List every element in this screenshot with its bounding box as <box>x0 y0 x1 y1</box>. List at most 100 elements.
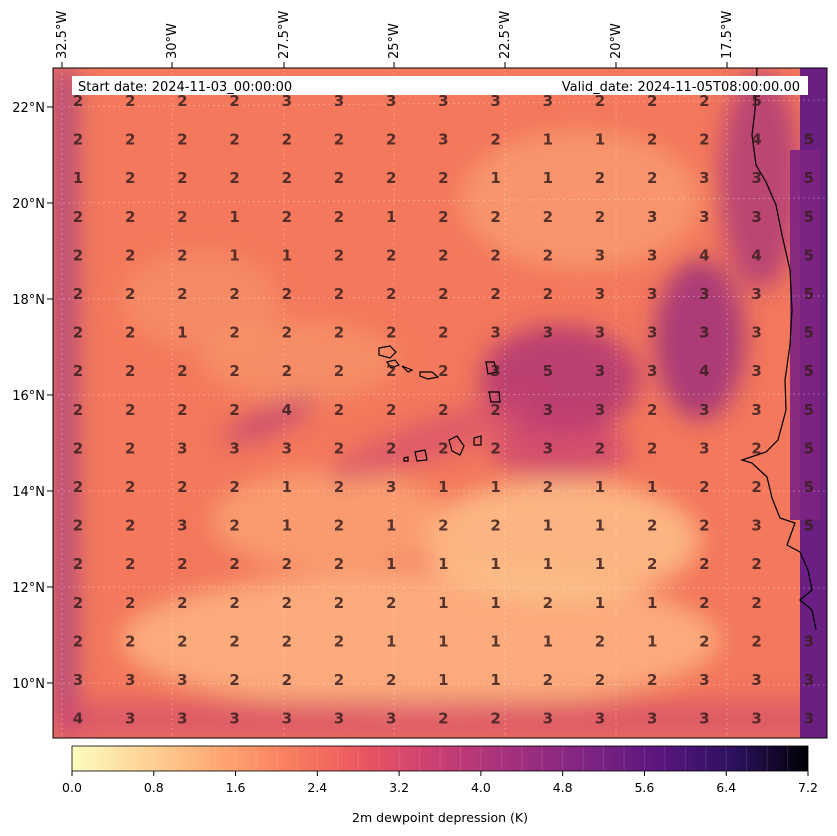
grid-value-label: 2 <box>334 555 344 573</box>
grid-value-label: 3 <box>438 92 448 110</box>
colorbar-tick-label: 5.6 <box>634 780 654 795</box>
grid-value-label: 1 <box>595 131 605 149</box>
grid-value-label: 2 <box>699 517 709 535</box>
grid-value-label: 3 <box>647 324 657 342</box>
grid-value-label: 2 <box>177 478 187 496</box>
grid-value-label: 3 <box>595 246 605 264</box>
grid-value-label: 3 <box>751 517 761 535</box>
colorbar-label: 2m dewpoint depression (K) <box>352 810 528 825</box>
grid-value-label: 2 <box>751 632 761 650</box>
header-box <box>72 76 808 95</box>
grid-value-label: 2 <box>177 246 187 264</box>
grid-value-label: 2 <box>595 439 605 457</box>
grid-value-label: 2 <box>490 285 500 303</box>
grid-value-label: 2 <box>699 131 709 149</box>
colorbar-segment-lines <box>91 746 789 771</box>
grid-value-label: 2 <box>438 401 448 419</box>
grid-value-label: 2 <box>543 478 553 496</box>
grid-value-label: 2 <box>229 478 239 496</box>
grid-value-label: 2 <box>647 92 657 110</box>
grid-value-label: 2 <box>229 362 239 380</box>
grid-value-label: 2 <box>490 401 500 419</box>
grid-value-label: 1 <box>282 478 292 496</box>
grid-value-label: 2 <box>125 92 135 110</box>
latitude-tick-label: 10°N <box>12 677 45 692</box>
grid-value-label: 2 <box>334 131 344 149</box>
grid-value-label: 2 <box>125 555 135 573</box>
grid-value-label: 2 <box>699 92 709 110</box>
grid-value-label: 2 <box>647 555 657 573</box>
grid-value-label: 3 <box>804 671 814 689</box>
longitude-tick-label: 17.5°W <box>720 11 735 59</box>
colorbar-tick-label: 4.0 <box>471 780 491 795</box>
grid-value-label: 2 <box>595 208 605 226</box>
grid-value-label: 2 <box>386 131 396 149</box>
grid-value-label: 3 <box>282 710 292 728</box>
grid-value-label: 3 <box>282 92 292 110</box>
grid-value-label: 3 <box>751 169 761 187</box>
grid-value-label: 2 <box>490 246 500 264</box>
grid-value-label: 1 <box>73 169 83 187</box>
grid-value-label: 3 <box>699 208 709 226</box>
grid-value-label: 3 <box>543 439 553 457</box>
grid-value-label: 2 <box>73 131 83 149</box>
grid-value-label: 2 <box>125 131 135 149</box>
grid-value-label: 2 <box>543 594 553 612</box>
grid-value-label: 2 <box>73 632 83 650</box>
grid-value-label: 1 <box>490 594 500 612</box>
grid-value-label: 2 <box>647 517 657 535</box>
grid-value-label: 2 <box>334 671 344 689</box>
field-shading <box>53 68 827 738</box>
grid-value-label: 2 <box>229 517 239 535</box>
longitude-ticks: 32.5°W 30°W 27.5°W 25°W 22.5°W 20°W 17.5°W <box>55 11 735 68</box>
grid-value-label: 2 <box>386 439 396 457</box>
longitude-tick-label: 30°W <box>165 23 180 59</box>
grid-value-label: 2 <box>647 169 657 187</box>
grid-value-label: 2 <box>386 594 396 612</box>
grid-value-label: 5 <box>804 131 814 149</box>
grid-value-label: 3 <box>595 362 605 380</box>
grid-value-label: 2 <box>751 478 761 496</box>
grid-value-label: 1 <box>543 632 553 650</box>
grid-value-label: 2 <box>177 555 187 573</box>
grid-value-label: 1 <box>595 594 605 612</box>
grid-value-label: 3 <box>177 710 187 728</box>
colorbar-tick-label: 0.0 <box>62 780 82 795</box>
grid-value-label: 1 <box>229 208 239 226</box>
grid-value-label: 4 <box>282 401 292 419</box>
grid-value-label: 2 <box>334 246 344 264</box>
grid-value-label: 2 <box>282 208 292 226</box>
grid-value-label: 2 <box>125 285 135 303</box>
grid-value-label: 3 <box>647 285 657 303</box>
grid-value-label: 2 <box>282 555 292 573</box>
grid-value-label: 1 <box>543 517 553 535</box>
grid-value-label: 2 <box>438 208 448 226</box>
grid-value-label: 2 <box>334 517 344 535</box>
grid-value-label: 2 <box>282 362 292 380</box>
grid-value-label: 1 <box>490 169 500 187</box>
grid-value-label: 2 <box>490 131 500 149</box>
grid-value-label: 2 <box>334 439 344 457</box>
grid-value-label: 2 <box>647 401 657 419</box>
colorbar-gradient <box>72 746 808 771</box>
start-date-label: Start date: 2024-11-03_00:00:00 <box>78 80 292 95</box>
grid-value-label: 1 <box>177 324 187 342</box>
grid-value-label: 2 <box>334 594 344 612</box>
grid-value-label: 1 <box>386 632 396 650</box>
grid-value-label: 2 <box>125 632 135 650</box>
grid-value-label: 3 <box>699 710 709 728</box>
grid-value-label: 2 <box>438 246 448 264</box>
grid-value-label: 2 <box>229 324 239 342</box>
grid-value-label: 2 <box>73 594 83 612</box>
grid-value-label: 2 <box>229 285 239 303</box>
grid-value-label: 2 <box>125 517 135 535</box>
map-frame <box>52 67 828 739</box>
grid-value-label: 3 <box>699 285 709 303</box>
grid-value-label: 1 <box>490 632 500 650</box>
colorbar-frame <box>71 745 809 772</box>
grid-value-label: 2 <box>751 439 761 457</box>
grid-value-label: 2 <box>543 246 553 264</box>
grid-value-label: 2 <box>595 169 605 187</box>
grid-value-label: 2 <box>177 632 187 650</box>
grid-value-label: 2 <box>125 594 135 612</box>
